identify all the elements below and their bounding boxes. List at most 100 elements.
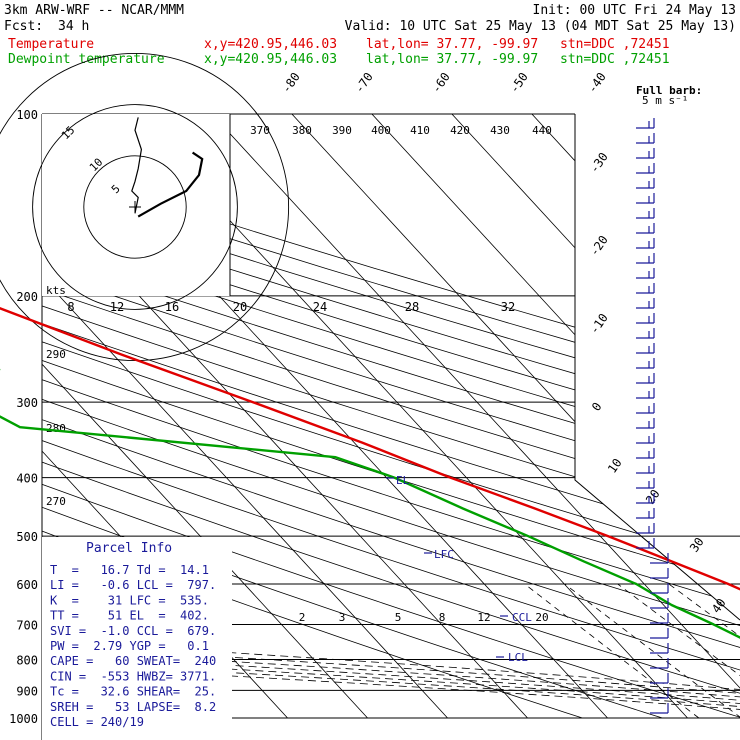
parcel-info-title: Parcel Info [86,541,172,556]
parcel-info-line: LI = -0.6 LCL = 797. [50,578,216,592]
mixing-ratio-label: 5 [395,611,402,624]
wind-barb [636,508,655,519]
hodograph-speed-label: 24 [313,300,327,314]
fcst-value: 34 h [58,19,89,34]
barb-legend-units: 5 m s⁻¹ [642,94,688,107]
wind-barb [636,493,655,504]
pressure-label-600: 600 [16,578,38,592]
hodograph-trace-lower [137,151,204,218]
dewpoint-legend: Dewpoint temperature [8,52,165,67]
isotherm-label: 40 [709,596,729,616]
wind-barb [636,403,655,414]
parcel-info-line: CELL = 240/19 [50,715,144,729]
pressure-label-900: 900 [16,684,38,698]
wind-barb [650,658,669,669]
wind-barb [636,163,655,174]
fcst-label: Fcst: [4,19,43,34]
wind-barb [650,703,669,714]
el-annotation: EL [396,474,410,487]
wind-barb [636,298,655,309]
pressure-label-300: 300 [16,396,38,410]
lfc-annotation: LFC [434,548,454,561]
mixing-ratio-label: 20 [535,611,548,624]
pressure-label-700: 700 [16,618,38,632]
isotherm-label: 10 [605,456,625,476]
wind-barb [636,208,655,219]
hodograph-speed-label: 12 [110,300,124,314]
parcel-info-line: SVI = -1.0 CCL = 679. [50,624,216,638]
wind-barb [650,583,669,594]
sounding-profiles [0,307,740,658]
wind-barb [636,343,655,354]
dewpoint-latlon: lat,lon= 37.77, -99.97 [366,52,538,67]
mixing-ratio-label: 8 [439,611,446,624]
isotherm-label: -10 [587,311,611,337]
barb-legend-title: Full barb: [636,84,702,97]
parcel-info-line: Tc = 32.6 SHEAR= 25. [50,685,216,699]
pressure-label-100: 100 [16,108,38,122]
pressure-label-1000: 1000 [9,712,38,726]
wind-barb [636,193,655,204]
theta-label: 430 [490,124,510,137]
wind-barb [636,418,655,429]
hodograph-speed-label: 28 [405,300,419,314]
theta-low-label: 270 [46,495,66,508]
wind-barb [650,688,669,699]
theta-label: 390 [332,124,352,137]
hodograph-units: kts [46,284,66,297]
parcel-info-box: Parcel Info T = 16.7 Td = 14.1LI = -0.6 … [42,537,232,740]
isotherm-label: 30 [687,535,707,555]
pressure-label-200: 200 [16,290,38,304]
temperature-legend: Temperature [8,37,94,52]
wind-barb [650,568,669,579]
mixing-ratio-label: 3 [339,611,346,624]
wind-barb [636,313,655,324]
theta-label: 440 [532,124,552,137]
wind-barb [636,373,655,384]
wind-barb [636,448,655,459]
parcel-info-line: CAPE = 60 SWEAT= 240 [50,654,216,668]
parcel-info-line: PW = 2.79 YGP = 0.1 [50,639,209,653]
wind-barb [636,523,655,534]
theta-label: 410 [410,124,430,137]
pressure-label-500: 500 [16,530,38,544]
temperature-latlon: lat,lon= 37.77, -99.97 [366,37,538,52]
wind-barbs [636,118,669,714]
dewpoint-stn: stn=DDC ,72451 [560,52,670,67]
skewt-grid [41,113,740,740]
theta-label: 420 [450,124,470,137]
model-title: 3km ARW-WRF -- NCAR/MMM [4,3,184,18]
ccl-annotation: CCL [512,611,532,624]
wind-barb [650,553,669,564]
wind-barb [636,478,655,489]
wind-barb [650,613,669,624]
isotherm-label: -70 [352,70,376,96]
wind-barb [650,598,669,609]
mixing-ratio-label: 12 [477,611,490,624]
isotherm-label: -30 [587,150,611,176]
wind-barb [650,628,669,639]
dewpoint-profile [0,368,740,639]
pressure-label-800: 800 [16,653,38,667]
dewpoint-xy: x,y=420.95,446.03 [204,52,337,67]
wind-barb [636,463,655,474]
temperature-profile [0,307,740,591]
mixing-ratio-label: 2 [299,611,306,624]
wind-barb [636,238,655,249]
isotherm-label: -80 [279,70,303,96]
wind-barb [636,148,655,159]
pressure-label-400: 400 [16,472,38,486]
valid-time: Valid: 10 UTC Sat 25 May 13 (04 MDT Sat … [345,19,736,34]
parcel-info-line: SREH = 53 LAPSE= 8.2 [50,700,216,714]
isotherm-label: -20 [587,233,611,259]
temperature-stn: stn=DDC ,72451 [560,37,670,52]
wind-barb [636,268,655,279]
wind-barb [636,253,655,264]
theta-label: 380 [292,124,312,137]
isotherm-label: -60 [429,70,453,96]
wind-barb [636,433,655,444]
parcel-info-line: K = 31 LFC = 535. [50,593,209,607]
theta-low-label: 290 [46,348,66,361]
isotherm-label: -50 [507,70,531,96]
